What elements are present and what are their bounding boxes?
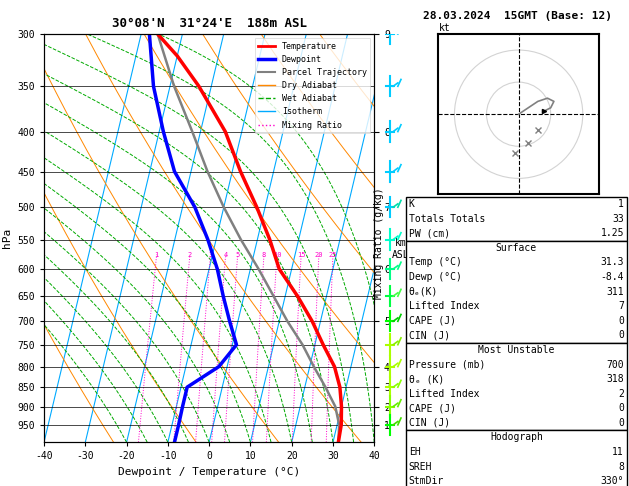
Text: 700: 700 [606,360,624,369]
Text: Totals Totals: Totals Totals [409,214,485,224]
Text: 1: 1 [155,252,159,258]
Text: 28.03.2024  15GMT (Base: 12): 28.03.2024 15GMT (Base: 12) [423,11,611,21]
Text: Temp (°C): Temp (°C) [409,258,462,267]
Text: Pressure (mb): Pressure (mb) [409,360,485,369]
Text: SREH: SREH [409,462,432,471]
Text: StmDir: StmDir [409,476,444,486]
Text: 0: 0 [618,330,624,340]
Text: 8: 8 [262,252,266,258]
Text: 8: 8 [618,462,624,471]
Text: 0: 0 [618,403,624,413]
Text: CAPE (J): CAPE (J) [409,316,456,326]
Text: Surface: Surface [496,243,537,253]
X-axis label: Dewpoint / Temperature (°C): Dewpoint / Temperature (°C) [118,467,300,477]
Text: Hodograph: Hodograph [490,433,543,442]
Text: 0: 0 [618,418,624,428]
Text: 33: 33 [612,214,624,224]
Text: 3: 3 [208,252,213,258]
Y-axis label: hPa: hPa [2,228,12,248]
Text: CIN (J): CIN (J) [409,418,450,428]
Text: 1.25: 1.25 [601,228,624,238]
Text: 311: 311 [606,287,624,296]
Text: Lifted Index: Lifted Index [409,301,479,311]
Text: 20: 20 [314,252,323,258]
Text: 2: 2 [188,252,192,258]
Text: 30°08'N  31°24'E  188m ASL: 30°08'N 31°24'E 188m ASL [111,17,307,30]
Text: 2: 2 [618,389,624,399]
Text: Lifted Index: Lifted Index [409,389,479,399]
Text: 25: 25 [329,252,337,258]
Text: 10: 10 [273,252,281,258]
Text: 318: 318 [606,374,624,384]
Text: 31.3: 31.3 [601,258,624,267]
Text: CAPE (J): CAPE (J) [409,403,456,413]
Text: 330°: 330° [601,476,624,486]
Text: PW (cm): PW (cm) [409,228,450,238]
Text: kt: kt [438,23,450,33]
Text: 4: 4 [223,252,228,258]
Text: 0: 0 [618,316,624,326]
Text: 5: 5 [236,252,240,258]
Text: 7: 7 [618,301,624,311]
Text: 1: 1 [618,199,624,209]
Text: K: K [409,199,415,209]
Text: θₑ (K): θₑ (K) [409,374,444,384]
Text: -8.4: -8.4 [601,272,624,282]
Text: Mixing Ratio (g/kg): Mixing Ratio (g/kg) [374,187,384,299]
Text: θₑ(K): θₑ(K) [409,287,438,296]
Text: Most Unstable: Most Unstable [478,345,555,355]
Y-axis label: km
ASL: km ASL [392,238,409,260]
Text: CIN (J): CIN (J) [409,330,450,340]
Text: EH: EH [409,447,421,457]
Text: 15: 15 [297,252,306,258]
Text: 11: 11 [612,447,624,457]
Legend: Temperature, Dewpoint, Parcel Trajectory, Dry Adiabat, Wet Adiabat, Isotherm, Mi: Temperature, Dewpoint, Parcel Trajectory… [255,38,370,133]
Text: Dewp (°C): Dewp (°C) [409,272,462,282]
